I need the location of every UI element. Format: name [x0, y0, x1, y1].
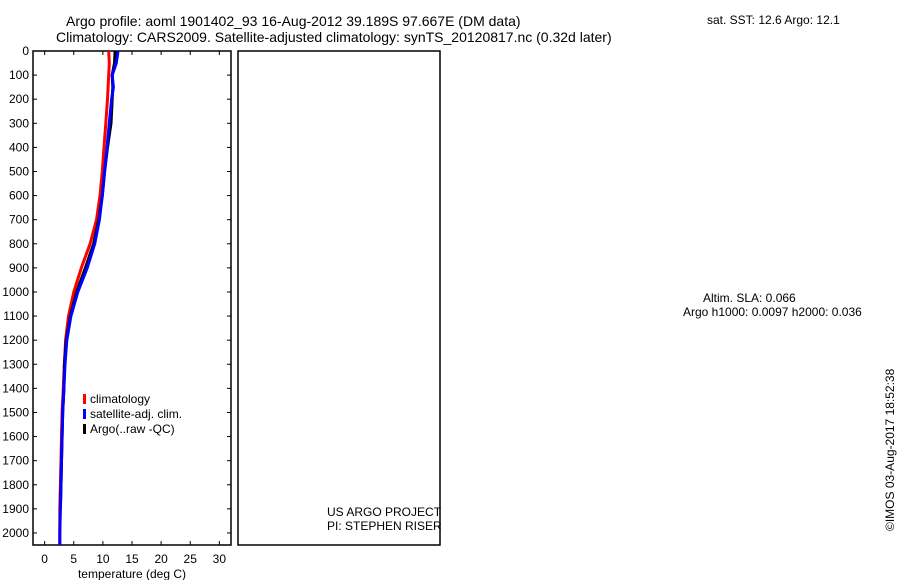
y-tick-label: 1800 — [2, 478, 29, 492]
y-tick-label: 1900 — [2, 502, 29, 516]
y-tick-label: 100 — [9, 68, 29, 82]
temperature-satellite-line — [58, 50, 120, 545]
temperature-x-tick-label: 0 — [41, 552, 48, 566]
y-tick-label: 2000 — [2, 526, 29, 540]
legend-swatch — [83, 409, 86, 419]
sst-map-title: sat. SST: 12.6 Argo: 12.1 — [707, 13, 840, 27]
y-tick-label: 400 — [9, 140, 29, 154]
temperature-x-tick-label: 30 — [213, 552, 227, 566]
sla-map-title-2: Argo h1000: 0.0097 h2000: 0.036 — [683, 305, 862, 319]
sla-map-title-1: Altim. SLA: 0.066 — [703, 291, 796, 305]
y-tick-label: 300 — [9, 116, 29, 130]
y-tick-label: 700 — [9, 213, 29, 227]
title-line-2: Climatology: CARS2009. Satellite-adjuste… — [56, 29, 612, 45]
salinity-plot-frame — [237, 50, 441, 546]
y-tick-label: 600 — [9, 189, 29, 203]
project-label: US ARGO PROJECT — [327, 505, 442, 519]
y-tick-label: 200 — [9, 92, 29, 106]
y-tick-label: 500 — [9, 164, 29, 178]
legend-label: climatology — [90, 392, 150, 406]
y-tick-label: 900 — [9, 261, 29, 275]
temperature-x-tick-label: 15 — [125, 552, 139, 566]
temperature-x-tick-label: 5 — [70, 552, 77, 566]
y-tick-label: 1400 — [2, 381, 29, 395]
y-tick-label: 1500 — [2, 405, 29, 419]
y-tick-label: 1200 — [2, 333, 29, 347]
legend-label: satellite-adj. clim. — [90, 407, 182, 421]
temperature-climatology-line — [58, 50, 111, 545]
temperature-x-tick-label: 10 — [96, 552, 110, 566]
legend-swatch — [83, 394, 86, 404]
pi-label: PI: STEPHEN RISER — [327, 519, 442, 533]
y-tick-label: 1000 — [2, 285, 29, 299]
imos-stamp: ©IMOS 03-Aug-2017 18:52:38 — [883, 368, 897, 531]
y-tick-label: 1700 — [2, 454, 29, 468]
title-line-1: Argo profile: aoml 1901402_93 16-Aug-201… — [66, 13, 521, 29]
y-tick-label: 0 — [22, 44, 29, 58]
y-tick-label: 1100 — [3, 309, 29, 323]
legend-label: Argo(..raw -QC) — [90, 422, 175, 436]
temperature-axis-label: temperature (deg C) — [78, 567, 186, 580]
y-tick-label: 1300 — [2, 357, 29, 371]
y-tick-label: 1600 — [2, 430, 29, 444]
temperature-x-tick-label: 25 — [184, 552, 198, 566]
y-tick-label: 800 — [9, 237, 29, 251]
legend-swatch — [83, 424, 86, 434]
temperature-x-tick-label: 20 — [154, 552, 168, 566]
